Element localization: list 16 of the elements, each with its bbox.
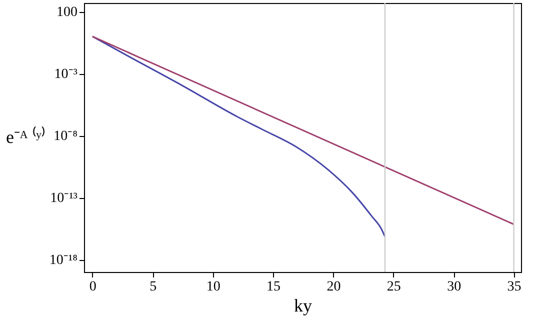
- x-tick-label: 0: [89, 280, 96, 294]
- x-tick-label: 10: [206, 280, 220, 294]
- y-tick-label: 10⁻¹³: [50, 191, 78, 206]
- x-axis-title: ky: [294, 296, 312, 316]
- y-tick-label: 10⁻⁸: [54, 129, 78, 144]
- y-tick-label: 100: [56, 5, 78, 20]
- x-tick-label: 30: [447, 280, 462, 294]
- x-tick-label: 15: [266, 280, 281, 294]
- y-tick-label: 10⁻¹⁸: [49, 253, 78, 268]
- x-tick-label: 20: [326, 280, 341, 294]
- x-tick-label: 25: [386, 280, 401, 294]
- y-axis-title: e⁻ᴬ ⁽ʸ⁾: [6, 126, 46, 147]
- y-tick-label: 10⁻³: [54, 67, 78, 82]
- x-tick-label: 35: [507, 280, 522, 294]
- line-series: [92, 36, 386, 238]
- x-tick-label: 5: [150, 280, 157, 294]
